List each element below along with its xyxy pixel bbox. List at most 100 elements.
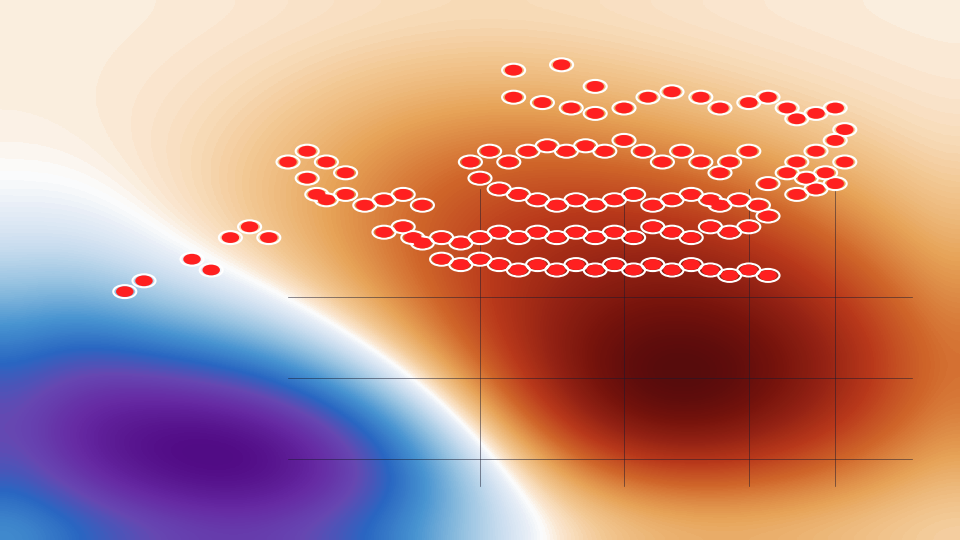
Circle shape: [799, 174, 814, 183]
Circle shape: [828, 179, 843, 188]
Circle shape: [837, 158, 852, 166]
Circle shape: [712, 104, 728, 112]
Circle shape: [578, 141, 593, 150]
Circle shape: [636, 147, 651, 156]
Circle shape: [684, 233, 699, 242]
Circle shape: [472, 174, 488, 183]
Circle shape: [434, 233, 449, 242]
Circle shape: [396, 190, 411, 199]
Circle shape: [664, 195, 680, 204]
Circle shape: [607, 228, 622, 237]
Circle shape: [520, 147, 536, 156]
Circle shape: [664, 266, 680, 274]
Circle shape: [760, 271, 776, 280]
Circle shape: [732, 195, 747, 204]
Circle shape: [319, 158, 334, 166]
Circle shape: [741, 266, 756, 274]
Circle shape: [453, 260, 468, 269]
Circle shape: [463, 158, 478, 166]
Circle shape: [511, 190, 526, 199]
Circle shape: [789, 158, 804, 166]
Circle shape: [837, 125, 852, 134]
Circle shape: [492, 260, 507, 269]
Circle shape: [376, 228, 392, 237]
Circle shape: [645, 222, 660, 231]
Circle shape: [549, 233, 564, 242]
Circle shape: [405, 233, 420, 242]
Circle shape: [415, 239, 430, 247]
Circle shape: [309, 190, 324, 199]
Circle shape: [530, 195, 545, 204]
Circle shape: [741, 222, 756, 231]
Circle shape: [280, 158, 296, 166]
Circle shape: [722, 271, 737, 280]
Circle shape: [559, 147, 574, 156]
Circle shape: [664, 87, 680, 96]
Circle shape: [568, 228, 584, 237]
Circle shape: [808, 147, 824, 156]
Circle shape: [568, 260, 584, 269]
Circle shape: [626, 190, 641, 199]
Circle shape: [204, 266, 219, 274]
Circle shape: [136, 276, 152, 285]
Circle shape: [501, 158, 516, 166]
Circle shape: [741, 98, 756, 107]
Circle shape: [117, 287, 132, 296]
Circle shape: [828, 136, 843, 145]
Circle shape: [684, 190, 699, 199]
Circle shape: [607, 195, 622, 204]
Circle shape: [751, 201, 766, 210]
Circle shape: [300, 147, 315, 156]
Circle shape: [530, 228, 545, 237]
Circle shape: [588, 201, 603, 210]
Circle shape: [482, 147, 497, 156]
Circle shape: [828, 104, 843, 112]
Circle shape: [760, 212, 776, 220]
Circle shape: [712, 201, 728, 210]
Circle shape: [760, 179, 776, 188]
Circle shape: [511, 266, 526, 274]
Circle shape: [789, 190, 804, 199]
Circle shape: [703, 266, 718, 274]
Circle shape: [242, 222, 257, 231]
Circle shape: [261, 233, 276, 242]
Circle shape: [626, 233, 641, 242]
Circle shape: [434, 255, 449, 264]
Circle shape: [472, 255, 488, 264]
Circle shape: [540, 141, 555, 150]
Circle shape: [554, 60, 569, 69]
Circle shape: [568, 195, 584, 204]
Circle shape: [492, 228, 507, 237]
Circle shape: [588, 109, 603, 118]
Circle shape: [549, 201, 564, 210]
Circle shape: [588, 266, 603, 274]
Circle shape: [530, 260, 545, 269]
Circle shape: [300, 174, 315, 183]
Circle shape: [693, 158, 708, 166]
Circle shape: [506, 93, 521, 102]
Circle shape: [780, 168, 795, 177]
Circle shape: [741, 147, 756, 156]
Circle shape: [780, 104, 795, 112]
Circle shape: [223, 233, 238, 242]
Circle shape: [645, 260, 660, 269]
Circle shape: [597, 147, 612, 156]
Circle shape: [549, 266, 564, 274]
Circle shape: [492, 185, 507, 193]
Circle shape: [472, 233, 488, 242]
Circle shape: [722, 228, 737, 237]
Circle shape: [338, 168, 353, 177]
Circle shape: [319, 195, 334, 204]
Circle shape: [722, 158, 737, 166]
Circle shape: [645, 201, 660, 210]
Circle shape: [588, 233, 603, 242]
Circle shape: [712, 168, 728, 177]
Circle shape: [684, 260, 699, 269]
Circle shape: [453, 239, 468, 247]
Circle shape: [808, 185, 824, 193]
Circle shape: [640, 93, 656, 102]
Circle shape: [789, 114, 804, 123]
Circle shape: [357, 201, 372, 210]
Circle shape: [808, 109, 824, 118]
Circle shape: [616, 136, 632, 145]
